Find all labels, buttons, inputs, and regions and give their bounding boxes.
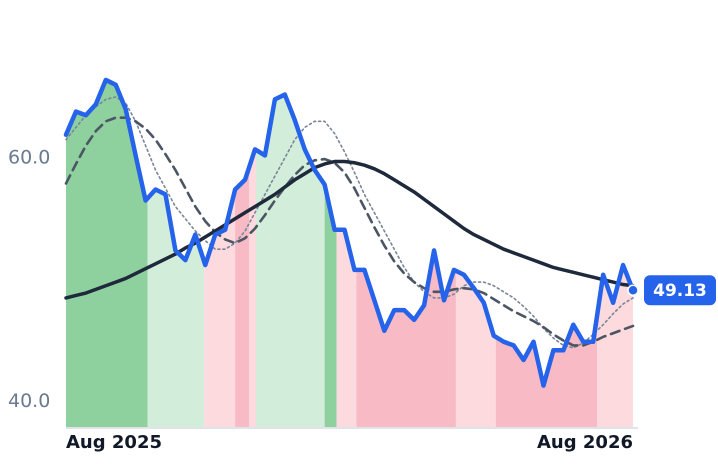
region-fill bbox=[336, 229, 357, 427]
y-tick-label: 40.0 bbox=[8, 390, 50, 412]
y-tick-label: 60.0 bbox=[8, 146, 50, 168]
region-fill bbox=[356, 250, 456, 427]
region-fill bbox=[495, 314, 598, 427]
line-solid bbox=[63, 77, 636, 388]
line-thick bbox=[64, 159, 635, 300]
line-dashed bbox=[64, 116, 635, 347]
region-fill bbox=[324, 184, 337, 427]
last-point bbox=[627, 284, 639, 296]
line-dotted bbox=[65, 96, 634, 349]
region-fill bbox=[66, 79, 148, 427]
x-tick-label: Aug 2026 bbox=[537, 432, 633, 453]
region-fill bbox=[235, 167, 250, 427]
value-badge-label: 49.13 bbox=[653, 281, 707, 301]
region-fill bbox=[597, 265, 633, 427]
region-fill bbox=[249, 149, 256, 427]
value-badge bbox=[644, 275, 716, 306]
x-tick-label: Aug 2025 bbox=[66, 432, 162, 453]
region-fill bbox=[255, 94, 325, 427]
